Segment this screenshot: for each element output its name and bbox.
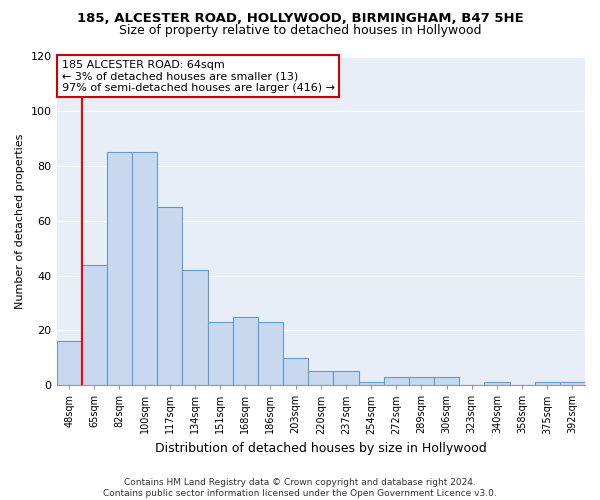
- Bar: [334, 372, 359, 385]
- X-axis label: Distribution of detached houses by size in Hollywood: Distribution of detached houses by size …: [155, 442, 487, 455]
- Bar: [359, 382, 383, 385]
- Bar: [56, 342, 82, 385]
- Text: Size of property relative to detached houses in Hollywood: Size of property relative to detached ho…: [119, 24, 481, 37]
- Bar: [132, 152, 157, 385]
- Bar: [484, 382, 509, 385]
- Bar: [182, 270, 208, 385]
- Bar: [107, 152, 132, 385]
- Bar: [308, 372, 334, 385]
- Bar: [208, 322, 233, 385]
- Bar: [409, 377, 434, 385]
- Bar: [157, 207, 182, 385]
- Text: Contains HM Land Registry data © Crown copyright and database right 2024.
Contai: Contains HM Land Registry data © Crown c…: [103, 478, 497, 498]
- Bar: [233, 316, 258, 385]
- Bar: [258, 322, 283, 385]
- Bar: [560, 382, 585, 385]
- Text: 185 ALCESTER ROAD: 64sqm
← 3% of detached houses are smaller (13)
97% of semi-de: 185 ALCESTER ROAD: 64sqm ← 3% of detache…: [62, 60, 335, 93]
- Bar: [383, 377, 409, 385]
- Bar: [434, 377, 459, 385]
- Y-axis label: Number of detached properties: Number of detached properties: [15, 133, 25, 308]
- Bar: [82, 264, 107, 385]
- Bar: [283, 358, 308, 385]
- Text: 185, ALCESTER ROAD, HOLLYWOOD, BIRMINGHAM, B47 5HE: 185, ALCESTER ROAD, HOLLYWOOD, BIRMINGHA…: [77, 12, 523, 26]
- Bar: [535, 382, 560, 385]
